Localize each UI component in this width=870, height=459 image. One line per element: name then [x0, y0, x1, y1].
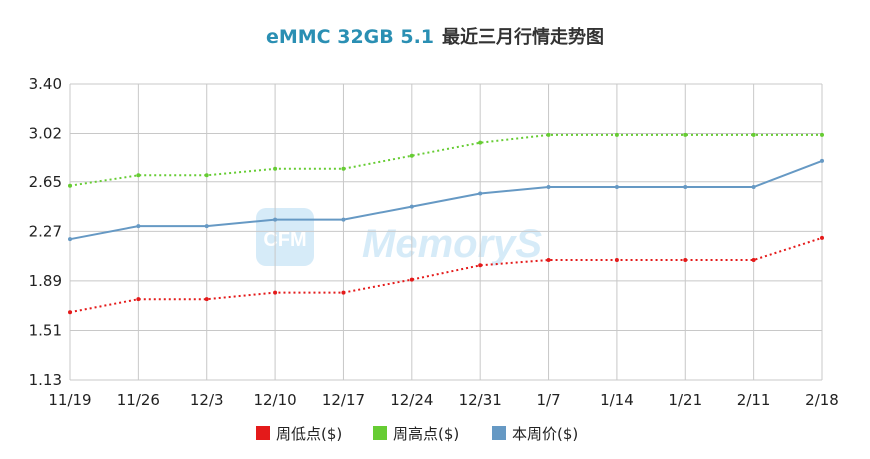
data-point: [136, 173, 141, 178]
legend-swatch: [256, 426, 270, 440]
x-tick-label: 2/11: [737, 391, 771, 409]
data-point: [546, 258, 551, 263]
legend-item: 本周价($): [492, 425, 578, 443]
x-axis-ticks: 11/19 11/26 12/3 12/10 12/17 12/24 12/31 1/7 1/1…: [48, 391, 838, 409]
x-tick-label: 1/7: [536, 391, 560, 409]
data-point: [68, 237, 72, 242]
y-tick-label: 2.65: [29, 173, 62, 191]
data-point: [478, 140, 483, 145]
y-tick-label: 1.51: [29, 321, 62, 339]
data-point: [478, 263, 483, 268]
series-line: [69, 236, 823, 314]
data-point: [478, 191, 483, 196]
data-point: [614, 132, 619, 137]
data-point: [546, 185, 551, 190]
data-point: [751, 132, 756, 137]
y-tick-label: 1.89: [29, 272, 62, 290]
data-point: [683, 132, 688, 137]
data-point: [751, 258, 756, 263]
data-point: [204, 173, 209, 178]
legend-label: 周低点($): [276, 425, 342, 443]
data-point: [273, 290, 278, 295]
data-point: [68, 183, 72, 188]
x-tick-label: 11/19: [48, 391, 91, 409]
data-point: [409, 204, 414, 209]
data-point: [341, 166, 346, 171]
chart-title-model: eMMC 32GB 5.1: [266, 26, 434, 48]
watermark-text: MemoryS: [362, 222, 542, 266]
y-tick-label: 3.40: [29, 75, 62, 93]
series-line: [69, 133, 822, 187]
data-point: [751, 185, 756, 190]
series-layer: [68, 132, 824, 315]
data-point: [341, 290, 346, 295]
y-tick-label: 3.02: [29, 125, 62, 143]
data-point: [273, 166, 278, 171]
legend-item: 周低点($): [256, 425, 342, 443]
x-tick-label: 12/3: [190, 391, 224, 409]
x-tick-label: 11/26: [117, 391, 160, 409]
y-axis-ticks: 3.40 3.02 2.65 2.27 1.89 1.51 1.13: [29, 75, 62, 389]
legend-swatch: [373, 426, 387, 440]
data-point: [409, 277, 414, 282]
legend-swatch: [492, 426, 506, 440]
legend-item: 周高点($): [373, 425, 459, 443]
x-tick-label: 12/17: [322, 391, 365, 409]
y-tick-label: 1.13: [29, 371, 62, 389]
chart-title-text: 最近三月行情走势图: [442, 26, 604, 48]
data-point: [136, 297, 141, 302]
data-point: [614, 185, 619, 190]
x-tick-label: 12/10: [253, 391, 296, 409]
data-point: [273, 217, 278, 222]
x-tick-label: 12/24: [390, 391, 433, 409]
data-point: [614, 258, 619, 263]
data-point: [820, 158, 824, 163]
x-tick-label: 1/21: [668, 391, 702, 409]
data-point: [683, 258, 688, 263]
svg-text:CFM: CFM: [263, 229, 306, 251]
grid: [69, 83, 823, 381]
data-point: [204, 224, 209, 229]
legend: 周低点($) 周高点($) 本周价($): [256, 425, 578, 443]
data-point: [546, 132, 551, 137]
legend-label: 周高点($): [393, 425, 459, 443]
legend-label: 本周价($): [512, 425, 578, 443]
data-point: [820, 235, 824, 240]
y-tick-label: 2.27: [29, 222, 62, 240]
data-point: [204, 297, 209, 302]
series-line: [69, 159, 823, 241]
data-point: [820, 132, 824, 137]
chart-title: eMMC 32GB 5.1 最近三月行情走势图: [266, 26, 604, 48]
data-point: [136, 224, 141, 229]
data-point: [409, 153, 414, 158]
x-tick-label: 1/14: [600, 391, 634, 409]
data-point: [683, 185, 688, 190]
data-point: [68, 310, 72, 315]
watermark-logo: CFM MemoryS: [256, 208, 542, 266]
x-tick-label: 2/18: [805, 391, 839, 409]
data-point: [341, 217, 346, 222]
x-tick-label: 12/31: [459, 391, 502, 409]
